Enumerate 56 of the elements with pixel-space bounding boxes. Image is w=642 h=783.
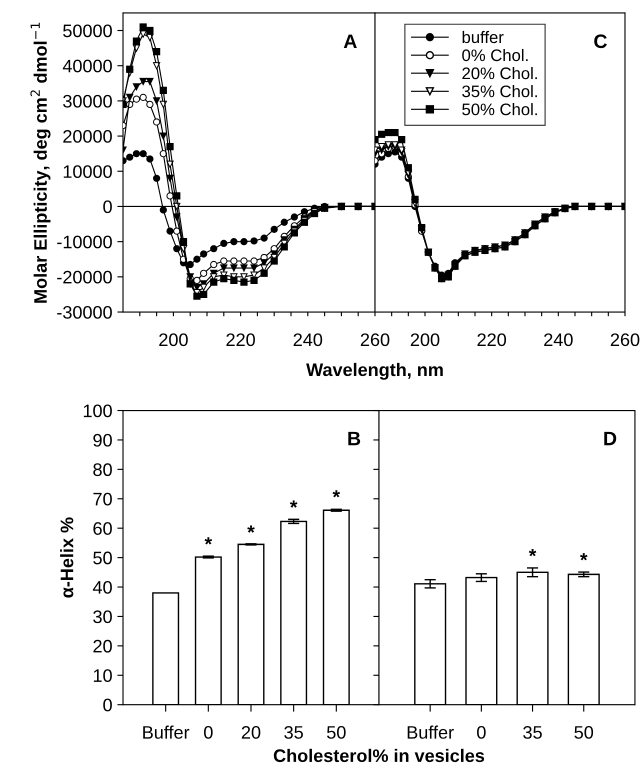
- annotation: D: [604, 432, 616, 446]
- y-tick-label: 50: [93, 552, 112, 564]
- x-tick-label: 200: [410, 333, 440, 346]
- y-tick-label: 40: [92, 580, 112, 594]
- x-tick-label: 240: [294, 333, 322, 346]
- legend-label: 0% Chol.: [462, 48, 528, 62]
- y-tick-label: 80: [93, 463, 112, 476]
- annotation: *: [247, 525, 255, 533]
- x-axis-title: Cholesterol% in vesicles: [274, 748, 484, 762]
- annotation: *: [204, 537, 212, 544]
- x-tick-label: 50: [326, 726, 346, 739]
- x-tick-label: Buffer: [408, 726, 454, 739]
- x-tick-label: 50: [574, 726, 594, 739]
- legend-label: 50% Chol.: [462, 103, 537, 116]
- y-tick-label: -10000: [57, 236, 112, 248]
- x-axis-title: Wavelength, nm: [306, 362, 443, 380]
- y-tick-label: 90: [93, 434, 112, 447]
- y-tick-label: 20000: [63, 130, 112, 143]
- x-tick-label: 220: [478, 333, 506, 346]
- y-tick-label: 50000: [63, 24, 112, 38]
- y-tick-label: 30000: [63, 94, 112, 108]
- annotation: A: [344, 34, 357, 48]
- annotation: *: [528, 549, 536, 556]
- x-tick-label: 260: [610, 333, 640, 346]
- y-tick-label: 30: [93, 610, 112, 624]
- y-tick-label: 10000: [64, 165, 112, 178]
- annotation: *: [580, 553, 588, 560]
- annotation: *: [290, 500, 298, 508]
- x-tick-label: 35: [523, 726, 542, 739]
- annotation: *: [332, 490, 340, 498]
- y-tick-label: 0: [103, 200, 112, 214]
- y-tick-label: 40000: [62, 60, 112, 72]
- y-tick-label: 0: [103, 698, 112, 712]
- x-tick-label: 200: [159, 333, 188, 346]
- x-tick-label: 20: [242, 726, 260, 739]
- y-tick-label: 70: [93, 492, 112, 506]
- legend-label: 20% Chol.: [462, 66, 537, 80]
- x-tick-label: 0: [204, 726, 213, 739]
- y-tick-label: 20: [93, 640, 112, 653]
- annotation: C: [594, 34, 607, 48]
- legend-label: 35% Chol.: [462, 85, 537, 98]
- legend-label: buffer: [462, 30, 504, 44]
- y-tick-label: 10: [94, 669, 112, 682]
- y-axis-title: Molar Ellipticity, deg cm$^{2}$ dmol$^{−1}$: [30, 22, 51, 303]
- x-tick-label: 240: [544, 333, 573, 346]
- x-tick-label: 0: [477, 726, 486, 739]
- x-tick-label: 260: [360, 333, 390, 346]
- y-tick-label: -20000: [57, 270, 112, 284]
- x-tick-label: 220: [226, 333, 255, 346]
- y-tick-label: -30000: [57, 306, 112, 319]
- y-tick-label: 60: [93, 522, 112, 535]
- x-tick-label: Buffer: [143, 726, 190, 739]
- annotation: B: [348, 432, 360, 446]
- x-tick-label: 35: [284, 726, 303, 739]
- y-tick-label: 100: [84, 404, 112, 418]
- y-axis-title: α-Helix %: [60, 517, 74, 598]
